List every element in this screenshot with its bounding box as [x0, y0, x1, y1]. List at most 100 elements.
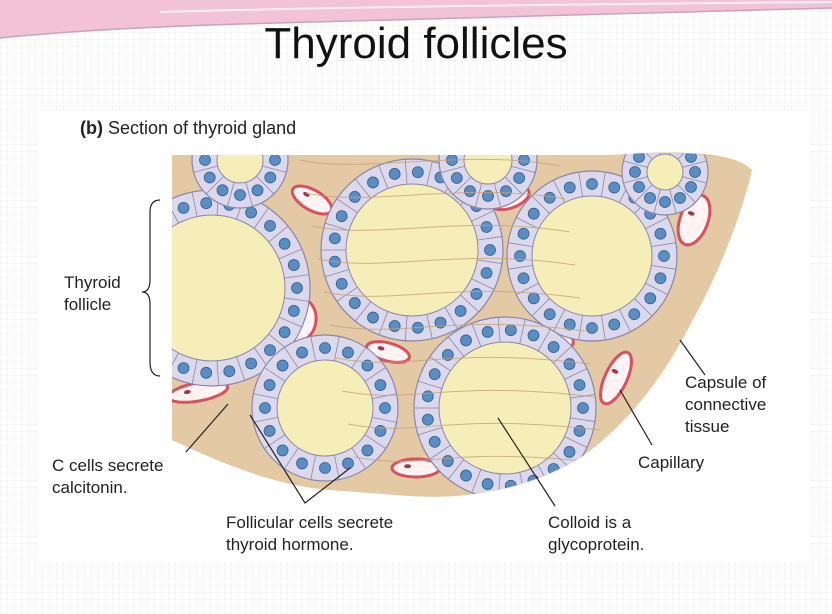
thyroid-follicle	[413, 316, 597, 497]
cell-nucleus	[129, 316, 140, 327]
cell-nucleus	[252, 124, 263, 135]
cell-nucleus	[217, 124, 228, 135]
cell-nucleus	[335, 277, 348, 290]
thyroid-follicle-bracket	[141, 199, 161, 377]
connective-fiber	[317, 257, 576, 266]
cell-nucleus	[527, 329, 540, 342]
connective-fiber	[347, 422, 601, 431]
cell-nucleus	[527, 292, 540, 305]
label-thyroid-follicle: Thyroid follicle	[64, 273, 121, 314]
decorative-swoosh	[0, 0, 832, 39]
cell-nucleus	[460, 469, 472, 482]
cell-nucleus	[543, 191, 556, 204]
cell-nucleus	[543, 308, 556, 321]
label-capsule: Capsule of connective tissue	[685, 373, 767, 436]
cell-nucleus	[441, 455, 454, 467]
cell-nucleus	[633, 152, 645, 163]
cell-nucleus	[245, 357, 258, 370]
connective-fiber	[353, 455, 606, 464]
cell-nucleus	[296, 457, 308, 470]
cell-nucleus	[200, 197, 213, 210]
cell-nucleus	[234, 189, 246, 201]
cell-nucleus	[563, 181, 576, 194]
cell-nucleus	[685, 152, 697, 163]
cell-nucleus	[388, 320, 401, 332]
cell-nucleus	[450, 172, 463, 184]
label-capillary: Capillary	[638, 453, 705, 472]
cell-nucleus	[319, 462, 331, 474]
cell-nucleus	[157, 213, 168, 224]
cell-nucleus	[259, 402, 271, 414]
connective-fiber	[335, 356, 591, 365]
cell-nucleus	[263, 425, 276, 437]
thyroid-follicle	[191, 124, 289, 209]
cell-nucleus	[501, 123, 512, 134]
slide-title: Thyroid follicles	[264, 19, 568, 68]
cell-nucleus	[245, 206, 258, 219]
connective-fiber	[341, 389, 596, 398]
cell-nucleus	[644, 192, 656, 204]
follicular-cells-pointer	[249, 414, 351, 504]
cell-nucleus	[465, 123, 476, 134]
cell-nucleus	[563, 318, 576, 331]
cell-nucleus	[263, 379, 276, 391]
capillary-pointer	[619, 389, 653, 446]
pointer-lines	[141, 199, 706, 507]
cell-nucleus	[527, 207, 540, 220]
cell-nucleus	[421, 390, 434, 403]
cell-nucleus	[319, 342, 331, 354]
thyroid-follicle	[122, 189, 311, 387]
cell-nucleus	[608, 318, 621, 331]
cell-nucleus	[517, 272, 530, 285]
cell-nucleus	[278, 237, 291, 250]
cell-nucleus	[454, 305, 467, 317]
cell-nucleus	[122, 294, 133, 305]
cell-nucleus	[374, 425, 387, 437]
cell-nucleus	[500, 185, 512, 198]
cell-nucleus	[342, 457, 354, 470]
cell-nucleus	[513, 172, 526, 184]
cell-nucleus	[388, 168, 401, 180]
cell-nucleus	[518, 154, 530, 166]
cell-nucleus	[660, 137, 671, 148]
cell-nucleus	[157, 352, 168, 363]
cell-nucleus	[654, 272, 667, 285]
cell-nucleus	[269, 154, 281, 166]
cell-nucleus	[464, 185, 476, 198]
cell-nucleus	[573, 379, 586, 391]
cell-nucleus	[278, 326, 291, 339]
cell-nucleus	[342, 346, 354, 359]
cell-nucleus	[374, 379, 387, 391]
connective-fiber	[323, 290, 581, 299]
cell-nucleus	[674, 192, 686, 204]
cell-nucleus	[517, 227, 530, 240]
cell-nucleus	[287, 259, 300, 271]
cell-nucleus	[204, 137, 215, 148]
capillary	[599, 350, 633, 406]
cell-nucleus	[504, 479, 517, 492]
cell-nucleus	[689, 166, 701, 178]
cell-nucleus	[633, 181, 645, 193]
cell-nucleus	[328, 232, 341, 245]
connective-fiber	[305, 191, 566, 200]
cell-nucleus	[658, 250, 670, 262]
cell-nucleus	[129, 249, 140, 260]
cell-nucleus	[428, 368, 441, 381]
cell-nucleus	[441, 349, 454, 361]
cell-nucleus	[361, 359, 374, 372]
cell-nucleus	[287, 305, 300, 317]
cell-nucleus	[480, 221, 493, 233]
cell-nucleus	[276, 359, 289, 372]
cell-nucleus	[645, 141, 656, 152]
cell-nucleus	[675, 141, 686, 152]
cell-nucleus	[504, 324, 517, 337]
cell-nucleus	[547, 463, 560, 475]
cell-nucleus	[411, 166, 424, 179]
panel-letter: (b)	[80, 118, 103, 138]
cell-nucleus	[514, 137, 525, 148]
cell-nucleus	[177, 362, 190, 374]
cell-nucleus	[122, 271, 133, 282]
cell-nucleus	[251, 184, 264, 197]
cell-nucleus	[527, 474, 540, 487]
cell-nucleus	[482, 190, 494, 202]
